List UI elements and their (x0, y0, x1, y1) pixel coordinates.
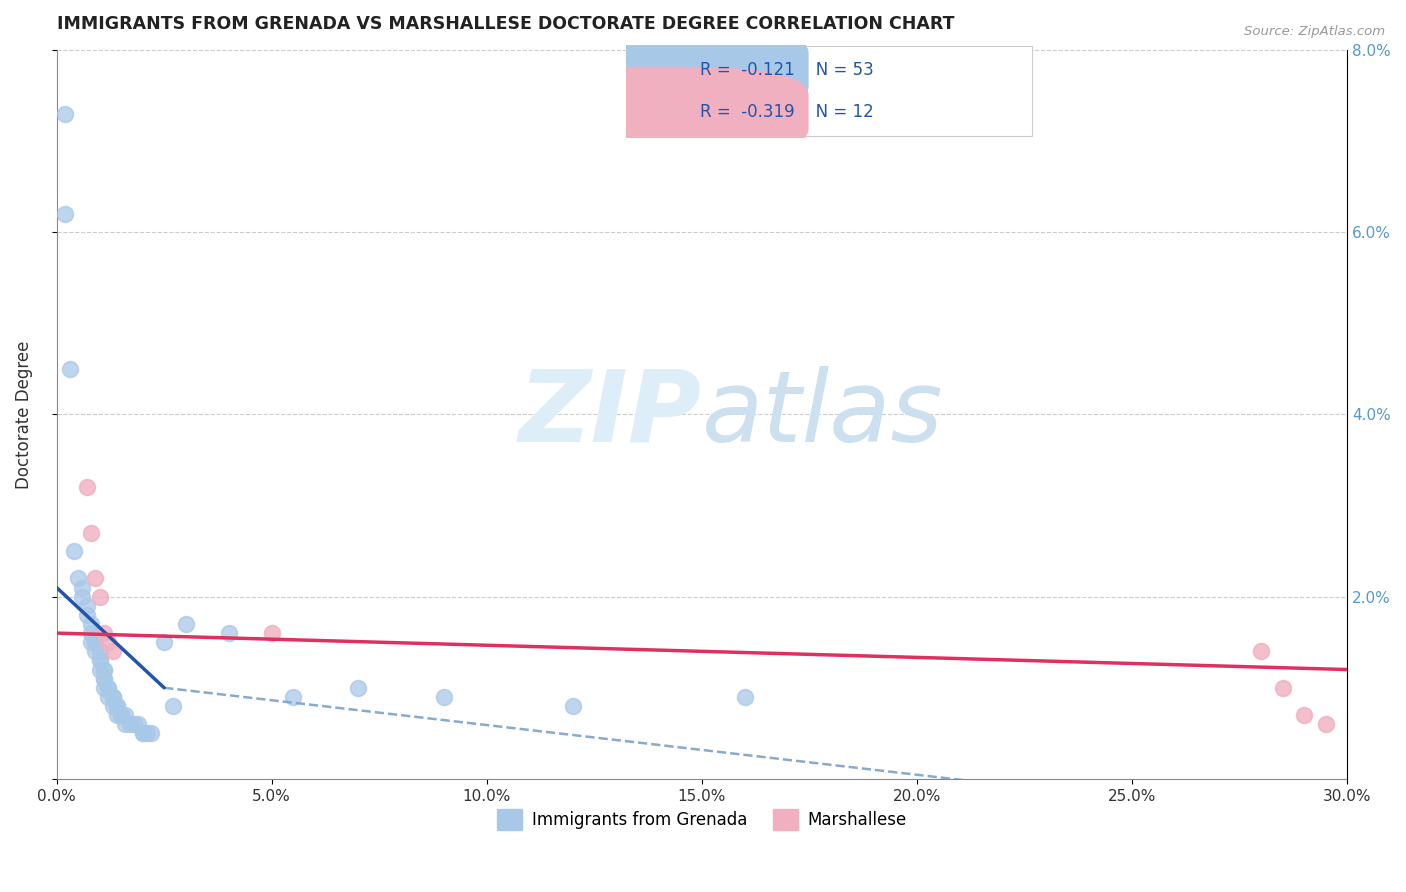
Point (131, 726, 153, 740)
Point (72, 581, 94, 595)
Point (89, 590, 111, 604)
Point (136, 726, 159, 740)
Point (131, 726, 153, 740)
Point (114, 708, 136, 723)
Point (84, 635, 107, 649)
FancyBboxPatch shape (517, 67, 808, 157)
Point (141, 726, 163, 740)
Point (101, 690, 124, 704)
Point (93, 626, 115, 640)
Point (53, 207, 76, 221)
Point (89, 653, 111, 667)
Point (114, 717, 136, 731)
Point (53, 106, 76, 120)
Point (63, 544, 86, 558)
Point (93, 663, 115, 677)
Text: Source: ZipAtlas.com: Source: ZipAtlas.com (1244, 25, 1385, 38)
Point (58, 361, 80, 376)
Y-axis label: Doctorate Degree: Doctorate Degree (15, 340, 32, 489)
Point (67, 571, 90, 585)
Point (97, 635, 120, 649)
Text: IMMIGRANTS FROM GRENADA VS MARSHALLESE DOCTORATE DEGREE CORRELATION CHART: IMMIGRANTS FROM GRENADA VS MARSHALLESE D… (56, 15, 955, 33)
Point (127, 717, 149, 731)
Point (93, 681, 115, 695)
Point (174, 617, 197, 632)
Point (89, 653, 111, 667)
Point (101, 690, 124, 704)
Point (101, 644, 124, 658)
Point (110, 708, 132, 723)
Point (97, 690, 120, 704)
Point (105, 698, 128, 713)
FancyBboxPatch shape (630, 46, 1032, 136)
Point (260, 626, 283, 640)
Point (80, 525, 103, 540)
Point (80, 635, 103, 649)
Text: ZIP: ZIP (519, 366, 702, 463)
Point (561, 698, 583, 713)
Legend: Immigrants from Grenada, Marshallese: Immigrants from Grenada, Marshallese (491, 803, 914, 836)
Point (118, 717, 141, 731)
Point (153, 635, 176, 649)
Point (101, 698, 124, 713)
Point (433, 690, 456, 704)
Point (84, 571, 107, 585)
Text: R =  -0.121    N = 53: R = -0.121 N = 53 (700, 61, 875, 78)
Point (72, 590, 94, 604)
Text: atlas: atlas (702, 366, 943, 463)
Point (162, 698, 184, 713)
Point (1250, 644, 1272, 658)
Point (105, 708, 128, 723)
Point (76, 607, 98, 622)
Point (1315, 717, 1337, 731)
Point (84, 635, 107, 649)
Point (76, 480, 98, 494)
Point (346, 681, 368, 695)
Point (93, 663, 115, 677)
Point (110, 708, 132, 723)
Point (93, 672, 115, 686)
Text: R =  -0.319    N = 12: R = -0.319 N = 12 (700, 103, 875, 121)
Point (1294, 708, 1316, 723)
Point (97, 681, 120, 695)
Point (89, 663, 111, 677)
FancyBboxPatch shape (517, 25, 808, 115)
Point (89, 644, 111, 658)
Point (218, 626, 240, 640)
Point (80, 617, 103, 632)
Point (1271, 681, 1294, 695)
Point (97, 681, 120, 695)
Point (734, 690, 756, 704)
Point (105, 698, 128, 713)
Point (93, 672, 115, 686)
Point (80, 626, 103, 640)
Point (76, 599, 98, 613)
Point (283, 690, 305, 704)
Point (122, 717, 145, 731)
Point (84, 644, 107, 658)
